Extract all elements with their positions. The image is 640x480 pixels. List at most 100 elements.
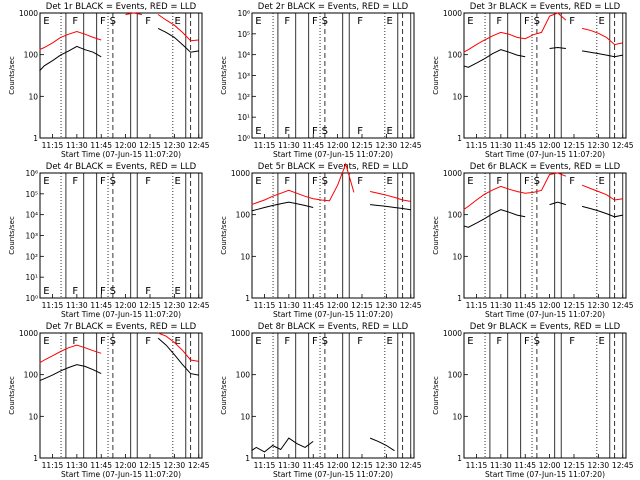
event-marker-label: E	[174, 176, 180, 187]
x-tick-label: 11:45	[514, 301, 536, 310]
y-tick-label: 10	[240, 412, 250, 421]
chart-title: Det 3r BLACK = Events, RED = LLD	[470, 2, 621, 12]
x-axis-label: Start Time (07-Jun-15 11:07:20)	[61, 470, 181, 479]
x-tick-label: 11:15	[254, 141, 276, 150]
y-tick-label: 100	[236, 371, 251, 380]
event-marker-label: F	[312, 16, 318, 27]
y-axis-label: Counts/sec	[432, 376, 440, 415]
x-tick-label: 12:15	[563, 461, 585, 470]
y-tick-label: 10⁵	[25, 190, 38, 199]
x-tick-label: 11:30	[278, 301, 300, 310]
y-tick-label: 10³	[237, 72, 250, 81]
event-marker-label: E	[43, 336, 49, 347]
series-events-line	[251, 201, 411, 212]
chart-title: Det 9r BLACK = Events, RED = LLD	[470, 322, 621, 332]
event-marker-label: F	[284, 16, 290, 27]
y-tick-label: 10⁴	[25, 211, 38, 220]
x-tick-label: 12:00	[327, 141, 349, 150]
y-axis-label: Counts/sec	[220, 376, 228, 415]
y-axis-label: Counts/sec	[220, 56, 228, 95]
y-tick-label: 10⁰	[237, 134, 250, 143]
x-tick-label: 11:45	[302, 301, 324, 310]
event-marker-label: E	[255, 16, 261, 27]
x-tick-label: 11:15	[466, 141, 488, 150]
x-tick-label: 11:30	[490, 461, 512, 470]
event-marker-label: E	[598, 336, 604, 347]
x-tick-label: 11:15	[254, 301, 276, 310]
event-marker-label: F	[284, 336, 290, 347]
event-marker-label: F	[72, 336, 78, 347]
y-tick-label: 1	[457, 294, 462, 303]
x-tick-label: 12:45	[612, 461, 634, 470]
plot-frame	[251, 172, 415, 299]
event-marker-label: E	[598, 176, 604, 187]
x-tick-label: 12:30	[376, 461, 398, 470]
y-tick-label: 1000	[443, 9, 462, 18]
chart-title: Det 4r BLACK = Events, RED = LLD	[46, 162, 197, 172]
event-marker-label: E	[43, 176, 49, 187]
y-tick-label: 10	[452, 252, 462, 261]
y-axis-label: Counts/sec	[432, 216, 440, 255]
x-tick-label: 12:15	[351, 461, 373, 470]
chart-title: Det 1r BLACK = Events, RED = LLD	[46, 2, 197, 12]
event-marker-label: E	[386, 336, 392, 347]
x-tick-label: 11:30	[66, 461, 88, 470]
x-tick-label: 12:00	[115, 141, 137, 150]
x-tick-label: 12:30	[588, 301, 610, 310]
x-tick-label: 11:45	[90, 141, 112, 150]
y-tick-label: 10⁶	[237, 9, 250, 18]
y-tick-label: 10⁶	[25, 169, 38, 178]
event-marker-label: F	[312, 126, 318, 137]
event-marker-label: F	[312, 336, 318, 347]
y-tick-label: 1	[33, 134, 38, 143]
event-marker-label: S	[322, 126, 328, 137]
event-marker-label: F	[72, 286, 78, 297]
y-tick-label: 10	[452, 92, 462, 101]
y-tick-label: 10⁵	[237, 30, 250, 39]
event-marker-label: F	[524, 336, 530, 347]
event-marker-label: F	[524, 176, 530, 187]
x-tick-label: 12:00	[327, 461, 349, 470]
y-tick-label: 10⁴	[237, 51, 250, 60]
event-marker-label: E	[467, 16, 473, 27]
x-tick-label: 11:45	[90, 461, 112, 470]
x-axis-label: Start Time (07-Jun-15 11:07:20)	[61, 310, 181, 319]
y-tick-label: 1000	[443, 329, 462, 338]
chart-title: Det 5r BLACK = Events, RED = LLD	[258, 162, 409, 172]
event-marker-label: F	[145, 176, 151, 187]
event-marker-label: E	[598, 16, 604, 27]
y-tick-label: 10⁰	[25, 294, 38, 303]
event-marker-label: F	[284, 176, 290, 187]
series-lld-line	[463, 172, 623, 211]
chart-title: Det 8r BLACK = Events, RED = LLD	[258, 322, 409, 332]
event-marker-label: F	[100, 286, 106, 297]
event-marker-label: S	[110, 16, 116, 27]
event-marker-label: E	[255, 176, 261, 187]
y-tick-label: 10¹	[25, 273, 38, 282]
x-axis-label: Start Time (07-Jun-15 11:07:20)	[485, 310, 605, 319]
x-tick-label: 11:15	[254, 461, 276, 470]
y-tick-label: 1	[457, 454, 462, 463]
event-marker-label: F	[357, 336, 363, 347]
x-tick-label: 11:15	[42, 141, 64, 150]
y-tick-label: 100	[448, 51, 463, 60]
x-axis-label: Start Time (07-Jun-15 11:07:20)	[273, 150, 393, 159]
x-tick-label: 12:45	[188, 141, 210, 150]
event-marker-label: S	[322, 16, 328, 27]
x-tick-label: 11:45	[90, 301, 112, 310]
event-marker-label: S	[534, 176, 540, 187]
y-tick-label: 10¹	[237, 113, 250, 122]
x-tick-label: 11:45	[514, 141, 536, 150]
x-tick-label: 11:45	[302, 461, 324, 470]
x-tick-label: 12:15	[351, 141, 373, 150]
event-marker-label: F	[569, 176, 575, 187]
x-tick-label: 12:45	[612, 301, 634, 310]
y-tick-label: 100	[448, 211, 463, 220]
event-marker-label: F	[312, 176, 318, 187]
event-marker-label: E	[174, 286, 180, 297]
